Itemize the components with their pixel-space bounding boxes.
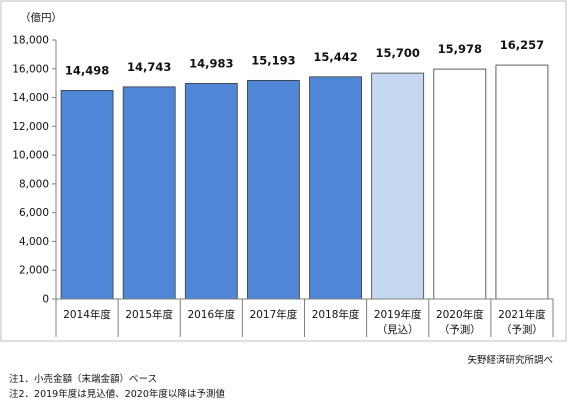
bar-value-label: 15,193	[251, 53, 295, 67]
y-axis: 0 2,000 4,000 6,000 8,000 10,000 12,000 14,000 1…	[12, 35, 57, 306]
bar-value-label: 14,983	[189, 56, 233, 70]
chart-frame	[0, 0, 567, 342]
x-tick-label: 2017年度	[250, 308, 298, 321]
x-tick-sublabel: （見込）	[377, 324, 419, 336]
x-tick-label: 2020年度	[436, 308, 484, 321]
x-tick-sublabel: （予測）	[501, 323, 543, 336]
x-tick-label: 2016年度	[187, 308, 235, 321]
x-tick-sublabel: （予測）	[439, 323, 481, 336]
x-tick-label: 2014年度	[63, 308, 111, 321]
bar	[122, 86, 176, 300]
x-tick-label: 2021年度	[498, 308, 546, 321]
y-tick-label: 14,000	[12, 92, 49, 104]
source-credit: 矢野経済研究所調べ	[467, 355, 553, 366]
y-tick-label: 0	[42, 294, 49, 306]
bar-value-label: 15,978	[438, 42, 482, 56]
bar	[371, 72, 425, 300]
x-tick-label: 2015年度	[125, 308, 173, 321]
y-tick-label: 6,000	[19, 207, 49, 219]
y-tick-label: 4,000	[19, 236, 49, 248]
bar-value-label: 14,498	[65, 63, 109, 77]
bar	[60, 89, 114, 300]
y-tick-label: 18,000	[12, 35, 49, 47]
bars: 14,498 14,743 14,983 15,193 15,442 15,700 15,9…	[60, 38, 549, 300]
note-1: 注1．小売金額（末端金額）ベース	[9, 374, 158, 385]
bar-value-label: 15,700	[375, 46, 419, 60]
unit-label: （億円）	[20, 11, 62, 24]
y-tick-label: 8,000	[19, 178, 49, 190]
bar	[495, 64, 549, 300]
y-tick-label: 16,000	[12, 63, 49, 75]
bar	[184, 83, 238, 300]
x-tick-label: 2019年度	[374, 308, 422, 321]
y-tick-label: 12,000	[12, 121, 49, 133]
bar	[433, 68, 487, 300]
bar-value-label: 16,257	[500, 38, 544, 52]
bar-value-label: 15,442	[313, 50, 357, 64]
note-2: 注2．2019年度は見込値、2020年度以降は予測値	[9, 389, 225, 400]
y-tick-label: 10,000	[12, 150, 49, 162]
y-tick-label: 2,000	[19, 265, 49, 277]
x-tick-label: 2018年度	[312, 308, 360, 321]
x-axis: 2014年度 2015年度 2016年度 2017年度 2018年度 2019年度 （見込）…	[55, 298, 554, 337]
bar	[309, 76, 362, 300]
bar-value-label: 14,743	[127, 60, 171, 74]
bar	[247, 79, 300, 300]
